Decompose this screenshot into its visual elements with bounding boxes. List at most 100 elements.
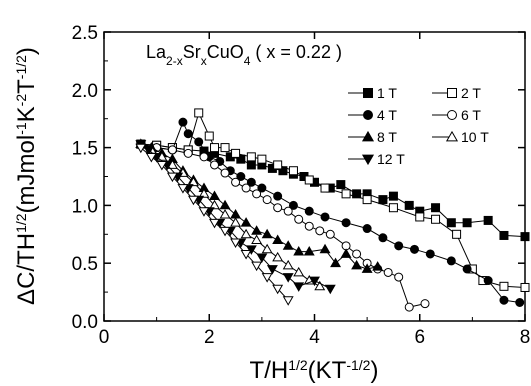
data-point bbox=[293, 266, 305, 277]
legend-label: 12 T bbox=[377, 151, 405, 167]
data-point bbox=[194, 137, 204, 147]
data-point bbox=[293, 246, 305, 256]
data-point bbox=[404, 200, 414, 210]
series-2 bbox=[136, 108, 530, 292]
data-point bbox=[177, 184, 189, 194]
y-tick-label: 1.0 bbox=[72, 196, 98, 217]
data-point bbox=[288, 166, 298, 176]
data-point bbox=[320, 212, 330, 222]
legend-label: 6 T bbox=[461, 107, 481, 123]
data-point bbox=[251, 225, 263, 235]
data-point bbox=[261, 243, 273, 254]
ticks-layer: 0 2 4 6 8 0.0 0.5 1.0 1.5 2.0 2.5 bbox=[72, 23, 531, 348]
data-point bbox=[273, 160, 283, 170]
data-point bbox=[273, 203, 283, 213]
data-point bbox=[314, 280, 326, 291]
data-point bbox=[194, 108, 204, 118]
data-point bbox=[320, 183, 330, 193]
data-point bbox=[462, 264, 472, 274]
data-point bbox=[304, 206, 314, 216]
legend-marker bbox=[445, 130, 459, 142]
data-point bbox=[378, 233, 388, 243]
data-point bbox=[362, 224, 372, 234]
data-point bbox=[520, 232, 530, 242]
data-point bbox=[240, 217, 252, 227]
chart-title: La2-xSrxCuO4 ( x = 0.22 ) bbox=[146, 42, 342, 68]
x-tick-label: 0 bbox=[99, 327, 110, 348]
data-point bbox=[230, 238, 242, 248]
data-point bbox=[246, 160, 256, 170]
x-tick-label: 2 bbox=[204, 327, 215, 348]
data-point bbox=[210, 160, 220, 170]
data-point bbox=[499, 295, 509, 305]
data-point bbox=[282, 296, 294, 306]
data-point bbox=[230, 217, 242, 227]
legend-entry: 4 T bbox=[348, 107, 397, 123]
data-point bbox=[309, 276, 320, 287]
data-point bbox=[183, 129, 193, 139]
data-point bbox=[324, 284, 336, 295]
data-point bbox=[394, 272, 404, 282]
data-point bbox=[452, 229, 462, 239]
data-point bbox=[415, 212, 425, 222]
data-point bbox=[315, 226, 325, 236]
data-point bbox=[209, 199, 220, 210]
data-point bbox=[352, 189, 362, 199]
data-point bbox=[341, 189, 351, 199]
y-tick-label: 0.5 bbox=[72, 254, 98, 275]
data-point bbox=[272, 251, 284, 262]
data-point bbox=[145, 152, 157, 163]
legend-label: 1 T bbox=[377, 85, 397, 101]
data-point bbox=[351, 259, 363, 270]
data-point bbox=[220, 168, 230, 178]
data-point bbox=[199, 152, 209, 162]
data-point bbox=[303, 246, 315, 256]
legend-entry: 8 T bbox=[348, 129, 397, 145]
y-tick-label: 1.5 bbox=[72, 139, 98, 160]
data-point bbox=[431, 214, 441, 224]
data-point bbox=[251, 261, 263, 272]
data-point bbox=[204, 131, 214, 141]
legend-label: 4 T bbox=[377, 107, 397, 123]
data-point bbox=[341, 218, 351, 228]
data-point bbox=[388, 191, 398, 201]
legend: 1 T 2 T 4 T 6 T 8 T 10 T 12 T bbox=[348, 85, 489, 167]
data-point bbox=[252, 189, 262, 199]
data-point bbox=[446, 218, 456, 228]
data-point bbox=[446, 256, 456, 266]
data-point bbox=[219, 226, 231, 237]
data-point bbox=[378, 195, 388, 205]
data-point bbox=[425, 249, 435, 259]
data-point bbox=[462, 218, 472, 228]
legend-marker bbox=[447, 88, 457, 98]
data-point bbox=[135, 143, 147, 154]
data-point bbox=[304, 175, 314, 185]
data-point bbox=[231, 148, 241, 158]
data-point bbox=[219, 199, 231, 210]
data-point bbox=[156, 161, 168, 171]
data-point bbox=[404, 302, 414, 312]
legend-entry: 10 T bbox=[432, 129, 489, 145]
y-tick-label: 0.0 bbox=[72, 312, 98, 333]
series-line bbox=[140, 120, 520, 303]
data-point bbox=[325, 229, 335, 239]
data-point bbox=[220, 143, 230, 153]
data-point bbox=[515, 298, 525, 308]
data-point bbox=[282, 259, 294, 270]
data-point bbox=[261, 273, 273, 283]
legend-entry: 12 T bbox=[348, 151, 405, 167]
data-point bbox=[431, 203, 441, 213]
data-point bbox=[166, 172, 178, 183]
data-point bbox=[282, 273, 294, 283]
legend-marker bbox=[363, 88, 373, 98]
legend-label: 2 T bbox=[461, 85, 481, 101]
data-point bbox=[209, 218, 220, 229]
data-point bbox=[372, 261, 384, 271]
data-point bbox=[266, 265, 278, 275]
legend-marker bbox=[447, 110, 457, 120]
data-point bbox=[246, 177, 256, 187]
data-point bbox=[293, 282, 305, 292]
data-point bbox=[187, 176, 199, 187]
data-point bbox=[394, 241, 404, 251]
data-point bbox=[251, 234, 263, 244]
